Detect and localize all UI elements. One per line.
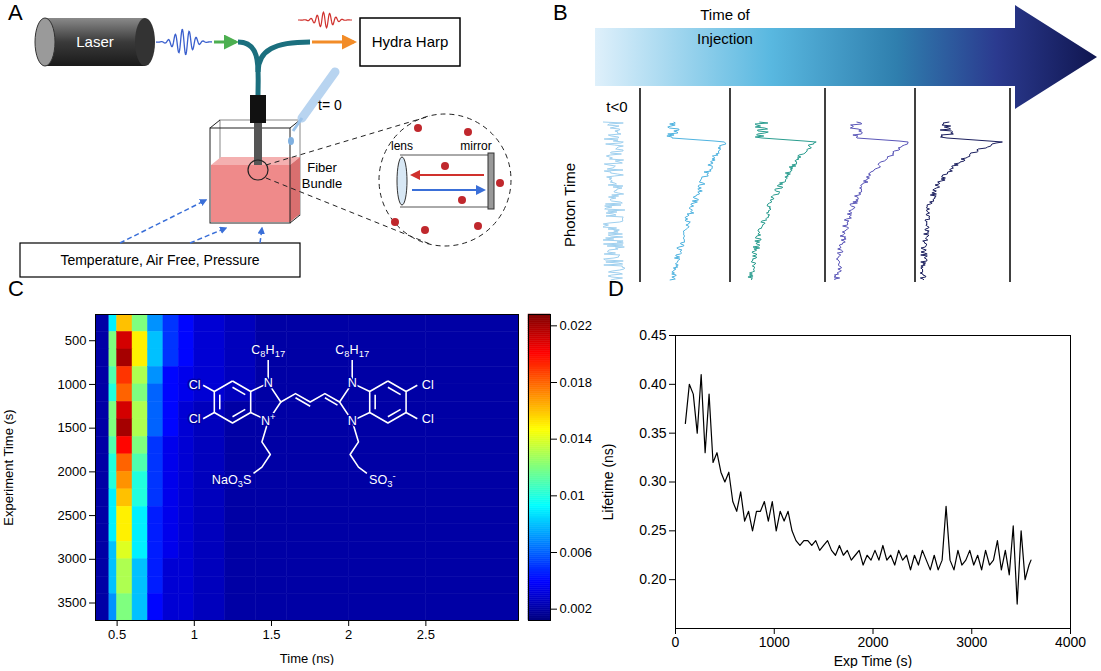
svg-text:N: N	[348, 414, 357, 428]
html-text:D: D	[608, 276, 624, 301]
svg-text:Cl: Cl	[189, 378, 201, 392]
svg-text:Laser: Laser	[76, 33, 114, 50]
svg-text:0.002: 0.002	[560, 601, 593, 616]
svg-text:Time (ns): Time (ns)	[280, 651, 334, 666]
svg-text:4000: 4000	[1055, 634, 1086, 650]
svg-text:0.006: 0.006	[560, 545, 593, 560]
svg-text:Cl: Cl	[189, 412, 201, 426]
svg-text:2: 2	[345, 627, 352, 642]
svg-text:N: N	[348, 376, 357, 390]
svg-text:2.5: 2.5	[417, 627, 435, 642]
svg-text:0.022: 0.022	[560, 318, 593, 333]
svg-text:Injection: Injection	[697, 30, 753, 47]
html-text:C: C	[8, 276, 24, 301]
svg-text:mirror: mirror	[460, 139, 491, 153]
svg-text:NaO3S: NaO3S	[212, 473, 252, 489]
svg-text:Cl: Cl	[422, 378, 434, 392]
svg-text:Fiber: Fiber	[307, 160, 337, 175]
svg-text:500: 500	[65, 333, 87, 348]
svg-text:1500: 1500	[58, 420, 87, 435]
svg-text:1000: 1000	[759, 634, 790, 650]
svg-text:0.45: 0.45	[639, 327, 666, 343]
svg-text:2000: 2000	[857, 634, 888, 650]
svg-text:lens: lens	[391, 139, 413, 153]
svg-text:C8H17: C8H17	[335, 343, 369, 359]
svg-text:Temperature, Air Free, Pressur: Temperature, Air Free, Pressure	[60, 252, 259, 268]
svg-text:t= 0: t= 0	[318, 97, 342, 113]
svg-text:0.5: 0.5	[108, 627, 126, 642]
html-text:B: B	[553, 0, 568, 25]
svg-text:C8H17: C8H17	[251, 343, 285, 359]
svg-text:0.018: 0.018	[560, 375, 593, 390]
svg-text:Photon Time: Photon Time	[561, 163, 578, 247]
svg-text:SO3-: SO3-	[369, 470, 396, 489]
svg-text:1.5: 1.5	[262, 627, 280, 642]
svg-text:N+: N+	[261, 411, 276, 428]
svg-text:3500: 3500	[58, 595, 87, 610]
svg-text:0.20: 0.20	[639, 571, 666, 587]
svg-text:2000: 2000	[58, 464, 87, 479]
svg-text:Lifetime (ns): Lifetime (ns)	[600, 443, 616, 520]
svg-text:Experiment Time (s): Experiment Time (s)	[1, 409, 16, 525]
svg-text:0.014: 0.014	[560, 431, 593, 446]
svg-text:3000: 3000	[58, 551, 87, 566]
svg-text:t<0: t<0	[606, 98, 627, 115]
svg-text:Time of: Time of	[700, 6, 750, 23]
svg-text:Bundle: Bundle	[302, 176, 342, 191]
svg-text:Hydra Harp: Hydra Harp	[372, 33, 449, 50]
svg-text:0.01: 0.01	[560, 488, 585, 503]
svg-text:0.40: 0.40	[639, 376, 666, 392]
svg-text:0.30: 0.30	[639, 473, 666, 489]
svg-text:1000: 1000	[58, 377, 87, 392]
svg-text:2500: 2500	[58, 508, 87, 523]
svg-text:0.35: 0.35	[639, 425, 666, 441]
html-text:A: A	[8, 0, 23, 25]
svg-text:0.25: 0.25	[639, 522, 666, 538]
svg-text:Cl: Cl	[422, 412, 434, 426]
svg-text:Exp Time (s): Exp Time (s)	[834, 653, 913, 669]
svg-text:N: N	[264, 376, 273, 390]
svg-text:3000: 3000	[956, 634, 987, 650]
svg-text:0: 0	[672, 634, 680, 650]
svg-text:1: 1	[191, 627, 198, 642]
